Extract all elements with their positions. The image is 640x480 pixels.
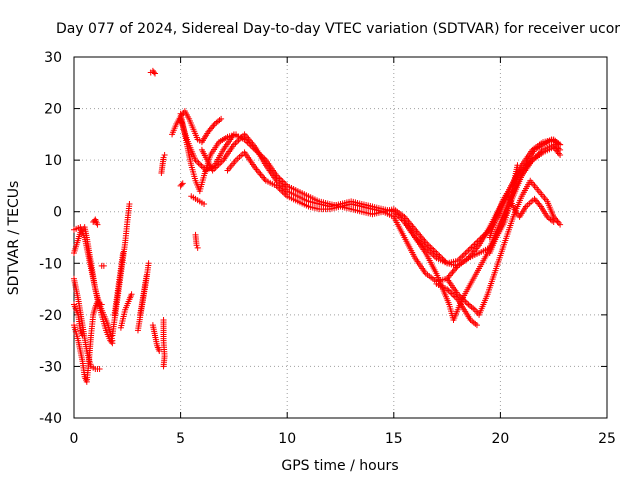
data-point (178, 181, 185, 188)
x-tick-label: 25 (598, 431, 616, 447)
series-track-r (177, 110, 240, 195)
data-point (201, 200, 208, 207)
series-track-l (137, 273, 150, 318)
data-point (473, 322, 480, 329)
data-point (462, 250, 469, 257)
data-point (218, 115, 225, 122)
x-tick-label: 5 (176, 431, 185, 447)
series-track-j (111, 249, 127, 318)
y-tick-label: 30 (44, 50, 62, 66)
series-track-a (71, 275, 103, 373)
y-tick-label: -20 (39, 308, 62, 324)
data-point (463, 300, 470, 307)
series-track-e (71, 301, 86, 339)
data-point (156, 347, 163, 354)
data-point (232, 140, 239, 147)
axis-ticks: 0 5 10 15 20 25 -40 -30 -20 -10 0 10 20 30 (39, 50, 616, 447)
plot-frame (73, 56, 608, 419)
data-point (197, 161, 204, 168)
x-tick-label: 20 (491, 431, 509, 447)
x-axis-label: GPS time / hours (281, 458, 398, 474)
series-track-t (188, 193, 208, 207)
data-point (96, 366, 103, 373)
series-track-f (90, 216, 101, 228)
data-point (150, 69, 157, 76)
series-track-i (117, 291, 135, 331)
data-point (100, 262, 107, 269)
data-point (126, 200, 133, 207)
data-point (143, 273, 150, 280)
series-track-c (71, 224, 116, 344)
series-track-q (169, 108, 225, 146)
series-track-g (98, 262, 107, 269)
x-tick-label: 10 (278, 431, 296, 447)
grid-lines (74, 57, 607, 418)
series-track-d (71, 298, 105, 385)
data-point (128, 291, 135, 298)
data-point (460, 251, 467, 258)
series-track-n (149, 322, 163, 354)
data-point (120, 249, 127, 256)
series-track-s (177, 180, 186, 189)
data-point (550, 219, 557, 226)
data-point (94, 221, 101, 228)
y-tick-label: -10 (39, 256, 62, 272)
data-point (109, 337, 116, 344)
data-point (557, 141, 564, 148)
series-track-u (192, 231, 201, 251)
data-point (557, 151, 564, 158)
y-tick-label: 20 (44, 102, 62, 118)
data-point (194, 244, 201, 251)
data-point (198, 163, 205, 170)
data-point (160, 363, 167, 370)
data-point (557, 221, 564, 228)
y-axis-label: SDTVAR / TECUs (6, 181, 22, 296)
series-track-ac (486, 136, 564, 256)
chart-title: Day 077 of 2024, Sidereal Day-to-day VTE… (56, 21, 620, 37)
x-tick-label: 0 (70, 431, 79, 447)
data-point (98, 301, 105, 308)
y-tick-label: -30 (39, 359, 62, 375)
data-point (193, 242, 200, 249)
data-point (447, 289, 454, 296)
series-track-m (147, 67, 159, 77)
series-track-o (160, 317, 168, 370)
data-point (463, 248, 470, 255)
data-point (152, 70, 159, 77)
series-track-aa (433, 280, 480, 329)
data-point (195, 160, 202, 167)
data-points (71, 67, 564, 385)
series-track-ab (486, 190, 557, 241)
data-point (179, 180, 186, 187)
x-tick-label: 15 (385, 431, 403, 447)
y-tick-label: 10 (44, 153, 62, 169)
y-tick-label: 0 (53, 205, 62, 221)
data-point (233, 138, 240, 145)
data-point (79, 332, 86, 339)
y-tick-label: -40 (39, 411, 62, 427)
data-point (160, 154, 167, 161)
series-track-p (158, 151, 168, 177)
data-point (161, 151, 168, 158)
data-point (465, 247, 472, 254)
series-track-z (444, 177, 564, 318)
data-point (514, 162, 521, 169)
data-point (145, 260, 152, 267)
